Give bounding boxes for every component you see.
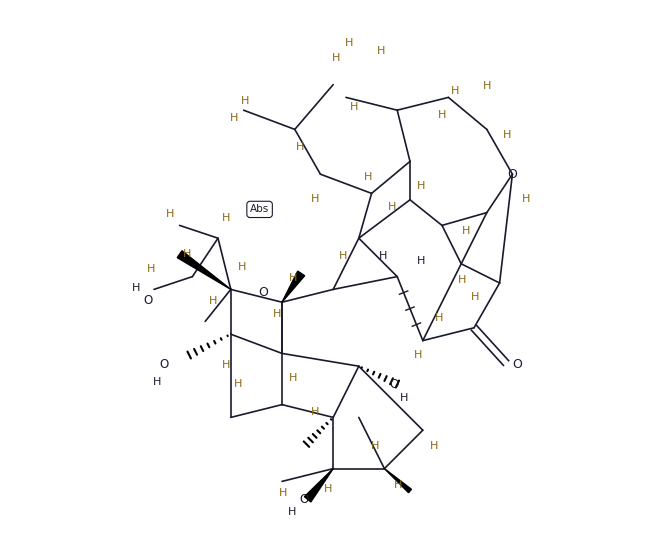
Text: H: H	[324, 484, 332, 494]
Text: H: H	[435, 313, 443, 323]
Text: H: H	[462, 225, 471, 235]
Text: H: H	[234, 379, 243, 389]
Text: H: H	[209, 296, 217, 306]
Text: H: H	[438, 111, 446, 120]
Text: H: H	[222, 213, 230, 223]
Text: H: H	[296, 143, 304, 152]
Text: O: O	[159, 358, 168, 372]
Text: H: H	[482, 81, 491, 91]
Text: H: H	[153, 377, 162, 387]
Polygon shape	[178, 251, 231, 289]
Text: H: H	[503, 130, 512, 139]
Text: H: H	[183, 249, 191, 259]
Polygon shape	[282, 271, 305, 302]
Text: H: H	[222, 360, 230, 370]
Text: H: H	[350, 102, 358, 112]
Polygon shape	[384, 469, 411, 493]
Text: H: H	[471, 292, 479, 302]
Text: O: O	[513, 358, 523, 372]
Text: H: H	[414, 350, 422, 360]
Text: H: H	[379, 251, 387, 261]
Text: H: H	[166, 209, 174, 219]
Text: O: O	[143, 294, 152, 308]
Text: H: H	[394, 480, 403, 490]
Text: H: H	[377, 46, 385, 56]
Text: H: H	[332, 53, 341, 62]
Text: H: H	[364, 172, 373, 183]
Polygon shape	[304, 469, 333, 502]
Text: H: H	[417, 256, 426, 265]
Text: H: H	[273, 309, 281, 319]
Text: H: H	[147, 264, 155, 274]
Text: H: H	[345, 38, 353, 48]
Text: Abs: Abs	[250, 205, 269, 214]
Text: H: H	[230, 113, 238, 123]
Text: O: O	[300, 493, 309, 506]
Text: H: H	[279, 488, 288, 498]
Text: H: H	[132, 283, 141, 293]
Text: O: O	[258, 286, 268, 299]
Text: H: H	[522, 193, 531, 203]
Text: O: O	[389, 378, 399, 391]
Text: H: H	[388, 202, 396, 213]
Text: H: H	[399, 393, 408, 403]
Text: H: H	[289, 373, 298, 383]
Text: H: H	[430, 441, 438, 451]
Text: H: H	[339, 251, 347, 261]
Text: H: H	[417, 180, 426, 191]
Text: H: H	[311, 407, 319, 417]
Text: H: H	[238, 262, 246, 272]
Text: H: H	[287, 507, 296, 517]
Text: O: O	[508, 168, 517, 180]
Text: H: H	[311, 193, 319, 203]
Text: H: H	[451, 86, 459, 96]
Text: H: H	[289, 273, 298, 283]
Text: H: H	[371, 441, 379, 451]
Text: H: H	[458, 275, 467, 285]
Text: H: H	[241, 96, 249, 106]
